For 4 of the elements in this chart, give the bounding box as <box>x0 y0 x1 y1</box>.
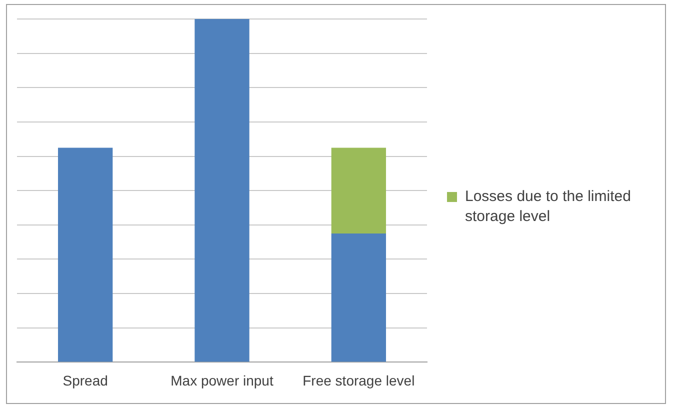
x-tick-label: Spread <box>62 372 108 388</box>
legend-label: Losses due to the limited storage level <box>465 187 632 227</box>
x-tick-label: Max power input <box>170 372 274 388</box>
x-tick-label: Free storage level <box>302 372 415 388</box>
